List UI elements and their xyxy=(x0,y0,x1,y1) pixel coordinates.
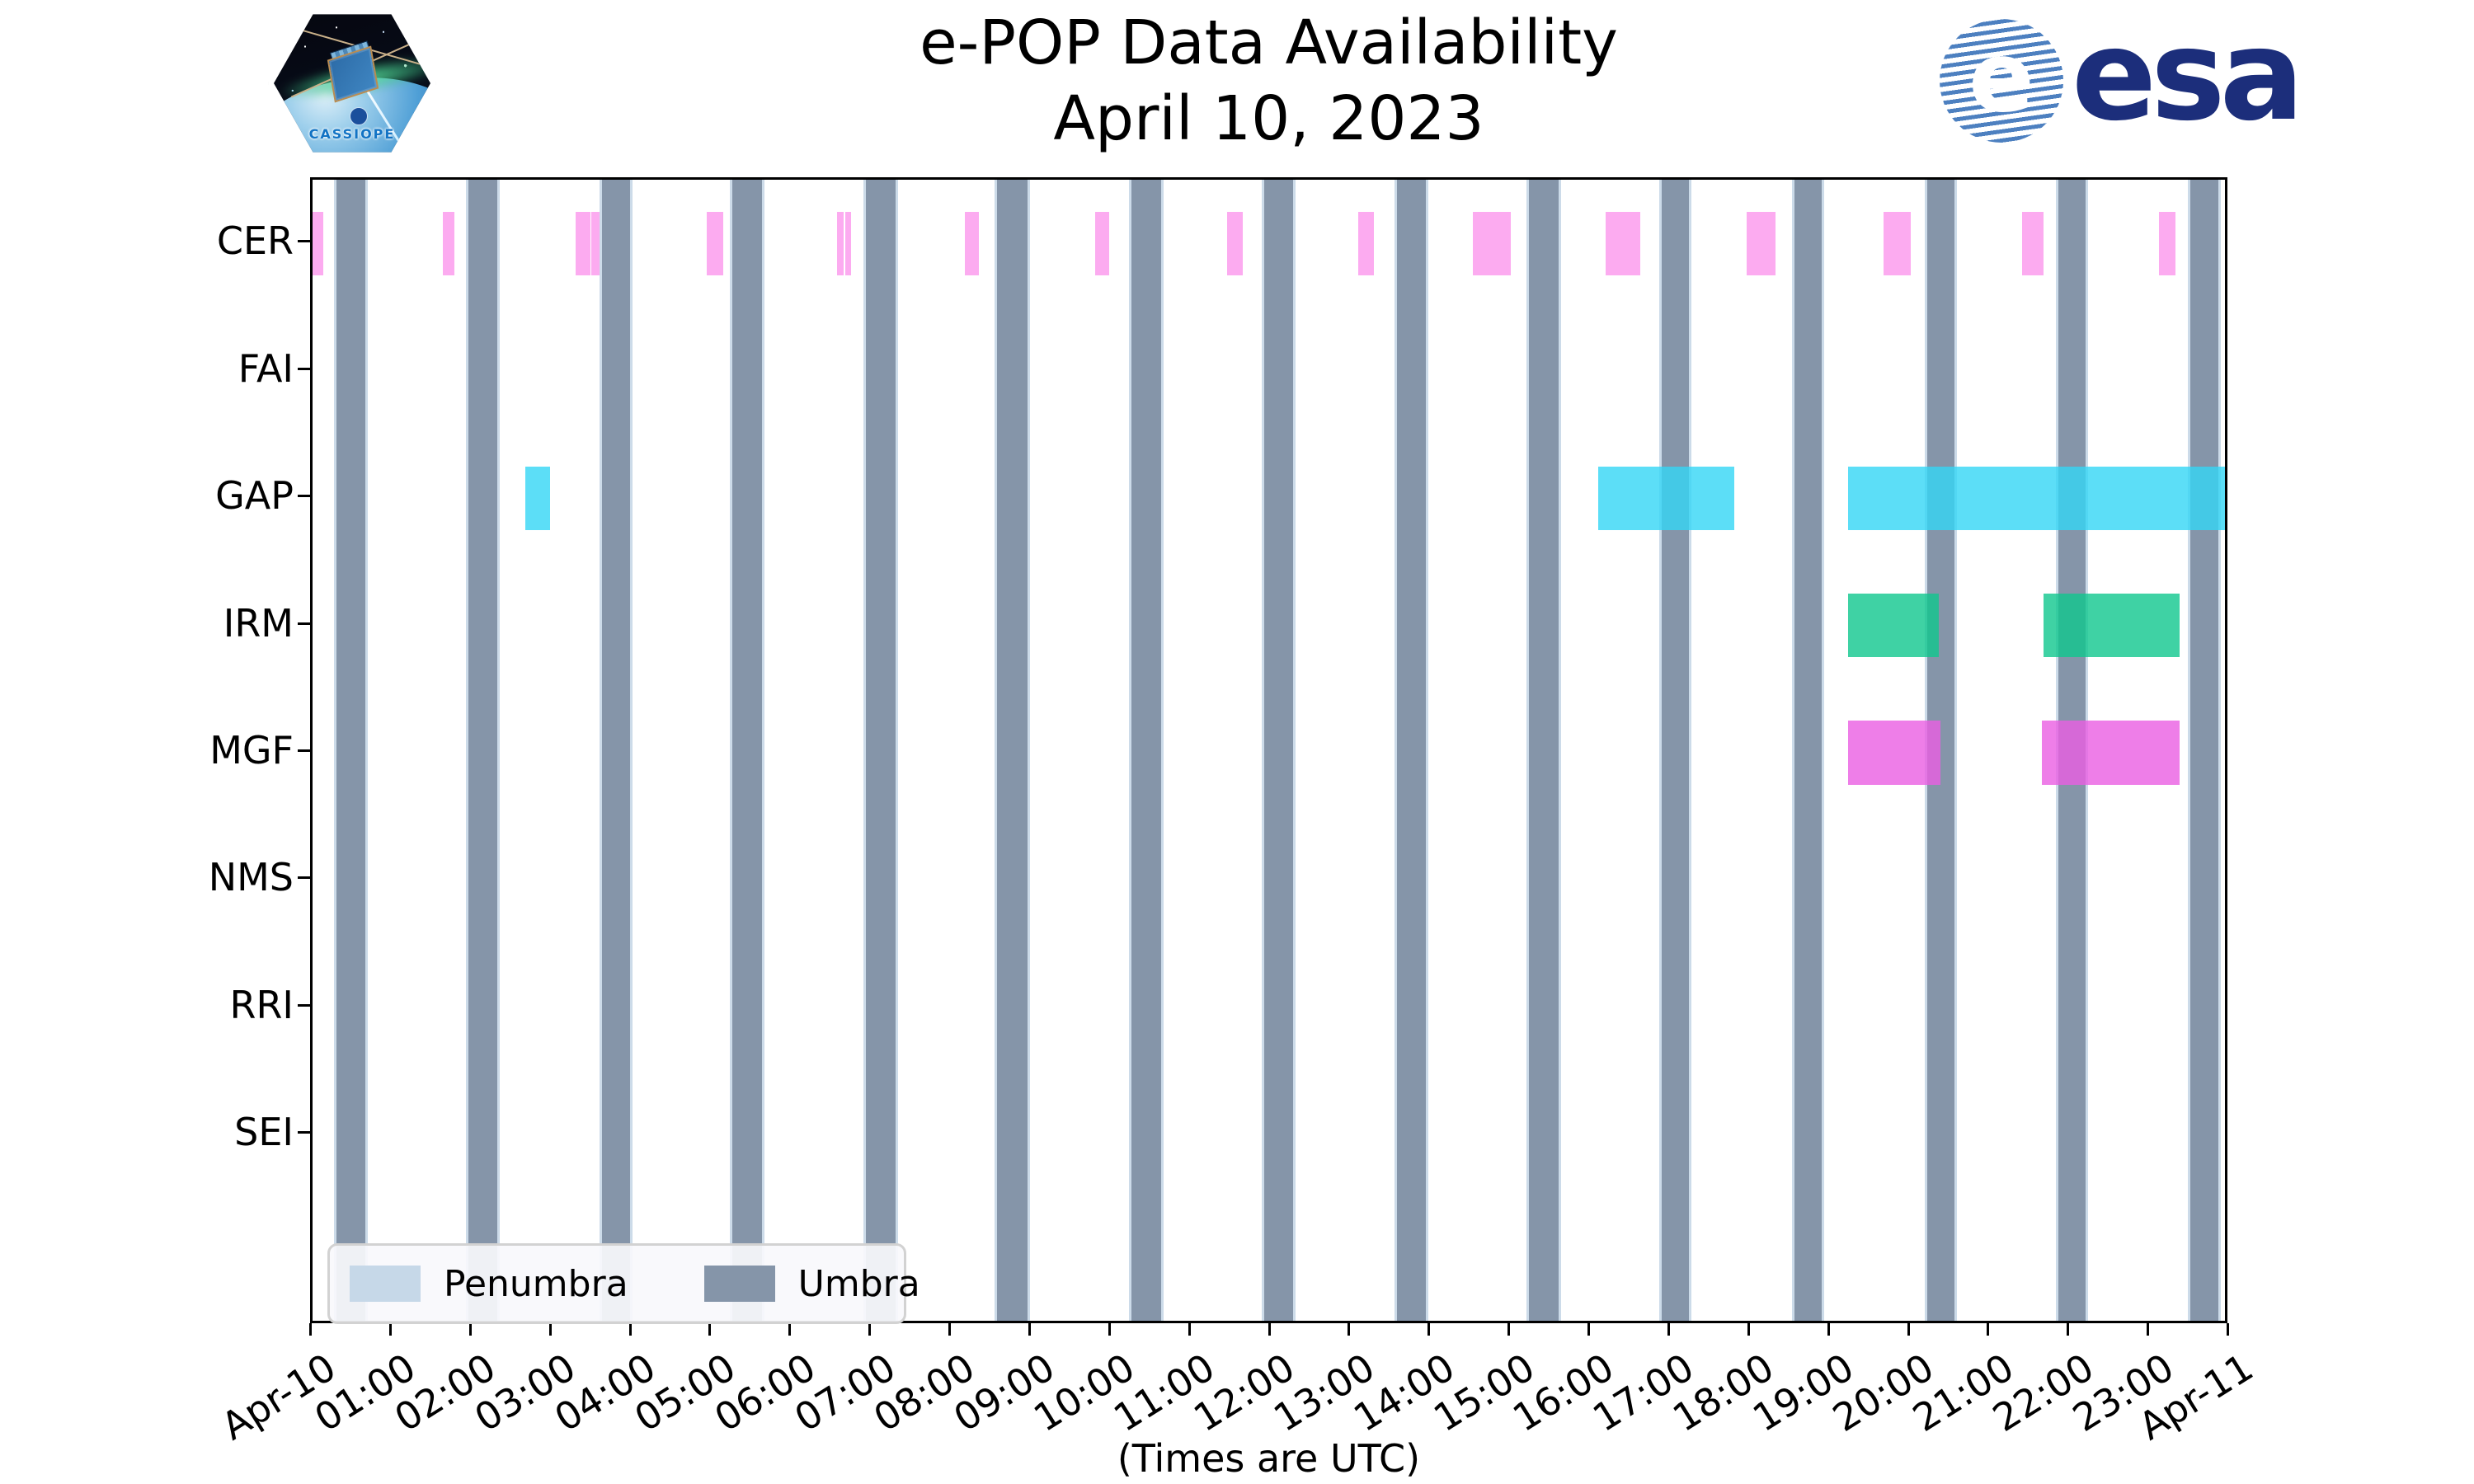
xtick-mark xyxy=(2147,1323,2150,1336)
xtick-mark xyxy=(948,1323,951,1336)
ytick-mark xyxy=(298,495,310,498)
cer-data-bar xyxy=(1883,211,1911,275)
cer-data-bar xyxy=(2158,211,2176,275)
chart-subtitle: April 10, 2023 xyxy=(1053,83,1484,154)
umbra-band xyxy=(1128,180,1164,1321)
xtick-mark xyxy=(2067,1323,2070,1336)
cer-data-bar xyxy=(845,211,851,275)
xtick-mark xyxy=(788,1323,792,1336)
xtick-mark xyxy=(1507,1323,1511,1336)
csa-roundel-icon xyxy=(350,107,368,125)
xtick-mark xyxy=(1747,1323,1750,1336)
umbra-swatch-icon xyxy=(703,1266,775,1302)
umbra-band xyxy=(333,180,369,1321)
irm-data-bar xyxy=(2044,593,2180,658)
esa-globe-letter: e xyxy=(1968,20,2035,134)
cer-data-bar xyxy=(964,211,979,275)
cer-data-bar xyxy=(591,211,600,275)
ytick-label-fai: FAI xyxy=(238,345,294,391)
cer-data-bar xyxy=(837,211,844,275)
irm-data-bar xyxy=(1847,593,1940,658)
penumbra-swatch-icon xyxy=(350,1266,421,1302)
umbra-band xyxy=(995,180,1031,1321)
legend-label-penumbra: Penumbra xyxy=(444,1262,628,1305)
gap-data-bar xyxy=(1847,466,2225,530)
xtick-mark xyxy=(1348,1323,1351,1336)
umbra-band xyxy=(1526,180,1562,1321)
cer-data-bar xyxy=(706,211,723,275)
x-axis-label: (Times are UTC) xyxy=(1117,1436,1421,1481)
esa-globe-icon: e xyxy=(1940,19,2063,143)
ytick-label-mgf: MGF xyxy=(209,728,294,773)
umbra-band xyxy=(863,180,899,1321)
ytick-label-gap: GAP xyxy=(215,473,294,519)
chart-title-block: e-POP Data Availability April 10, 2023 xyxy=(310,5,2227,157)
cer-data-bar xyxy=(2022,211,2044,275)
legend: Penumbra Umbra xyxy=(327,1243,920,1324)
umbra-band xyxy=(2188,180,2221,1321)
cer-data-bar xyxy=(575,211,591,275)
ytick-mark xyxy=(298,240,310,243)
xtick-mark xyxy=(1188,1323,1191,1336)
xtick-mark xyxy=(2227,1323,2229,1336)
chart-title: e-POP Data Availability xyxy=(920,7,1618,78)
xtick-mark xyxy=(1667,1323,1670,1336)
cer-data-bar xyxy=(1472,211,1512,275)
xtick-mark xyxy=(388,1323,392,1336)
legend-label-umbra: Umbra xyxy=(797,1262,920,1305)
xtick-mark xyxy=(468,1323,472,1336)
xtick-mark xyxy=(868,1323,872,1336)
xtick-mark xyxy=(1028,1323,1031,1336)
xtick-mark xyxy=(1907,1323,1910,1336)
esa-wordmark: esa xyxy=(2072,2,2304,148)
umbra-band xyxy=(1394,180,1428,1321)
xtick-mark xyxy=(1108,1323,1111,1336)
umbra-band xyxy=(599,180,633,1321)
legend-item-penumbra: Penumbra xyxy=(350,1263,628,1305)
cer-data-bar xyxy=(1095,211,1109,275)
mgf-data-bar xyxy=(2042,721,2180,785)
gap-data-bar xyxy=(524,466,550,530)
cassiope-mission-patch: CASSIOPE xyxy=(268,4,436,162)
xtick-mark xyxy=(1827,1323,1830,1336)
plot-area xyxy=(310,177,2227,1323)
xtick-mark xyxy=(1268,1323,1271,1336)
mgf-data-bar xyxy=(1847,721,1941,785)
ytick-mark xyxy=(298,1003,310,1007)
umbra-band xyxy=(1659,180,1692,1321)
ytick-label-sei: SEI xyxy=(234,1110,294,1155)
ytick-mark xyxy=(298,622,310,625)
cer-data-bar xyxy=(1358,211,1374,275)
xtick-mark xyxy=(548,1323,552,1336)
ytick-label-irm: IRM xyxy=(223,600,294,646)
xtick-mark xyxy=(1987,1323,1990,1336)
ytick-mark xyxy=(298,876,310,880)
xtick-mark xyxy=(708,1323,712,1336)
ytick-label-nms: NMS xyxy=(208,855,294,900)
esa-logo: e esa xyxy=(1940,2,2304,148)
cer-data-bar xyxy=(1227,211,1243,275)
xtick-mark xyxy=(628,1323,632,1336)
ytick-mark xyxy=(298,1131,310,1134)
cassiope-patch-label: CASSIOPE xyxy=(308,126,396,142)
cer-data-bar xyxy=(313,211,323,275)
ytick-mark xyxy=(298,749,310,752)
legend-item-umbra: Umbra xyxy=(703,1262,920,1305)
ytick-label-cer: CER xyxy=(216,218,294,264)
umbra-band xyxy=(730,180,764,1321)
cer-data-bar xyxy=(1606,211,1641,275)
gap-data-bar xyxy=(1597,466,1735,530)
umbra-band xyxy=(1791,180,1825,1321)
cer-data-bar xyxy=(442,211,455,275)
xtick-mark xyxy=(1427,1323,1431,1336)
xtick-mark xyxy=(1587,1323,1590,1336)
ytick-label-rri: RRI xyxy=(229,982,294,1027)
umbra-band xyxy=(465,180,500,1321)
xtick-mark xyxy=(309,1323,312,1336)
ytick-mark xyxy=(298,367,310,370)
umbra-band xyxy=(1261,180,1296,1321)
cer-data-bar xyxy=(1746,211,1776,275)
